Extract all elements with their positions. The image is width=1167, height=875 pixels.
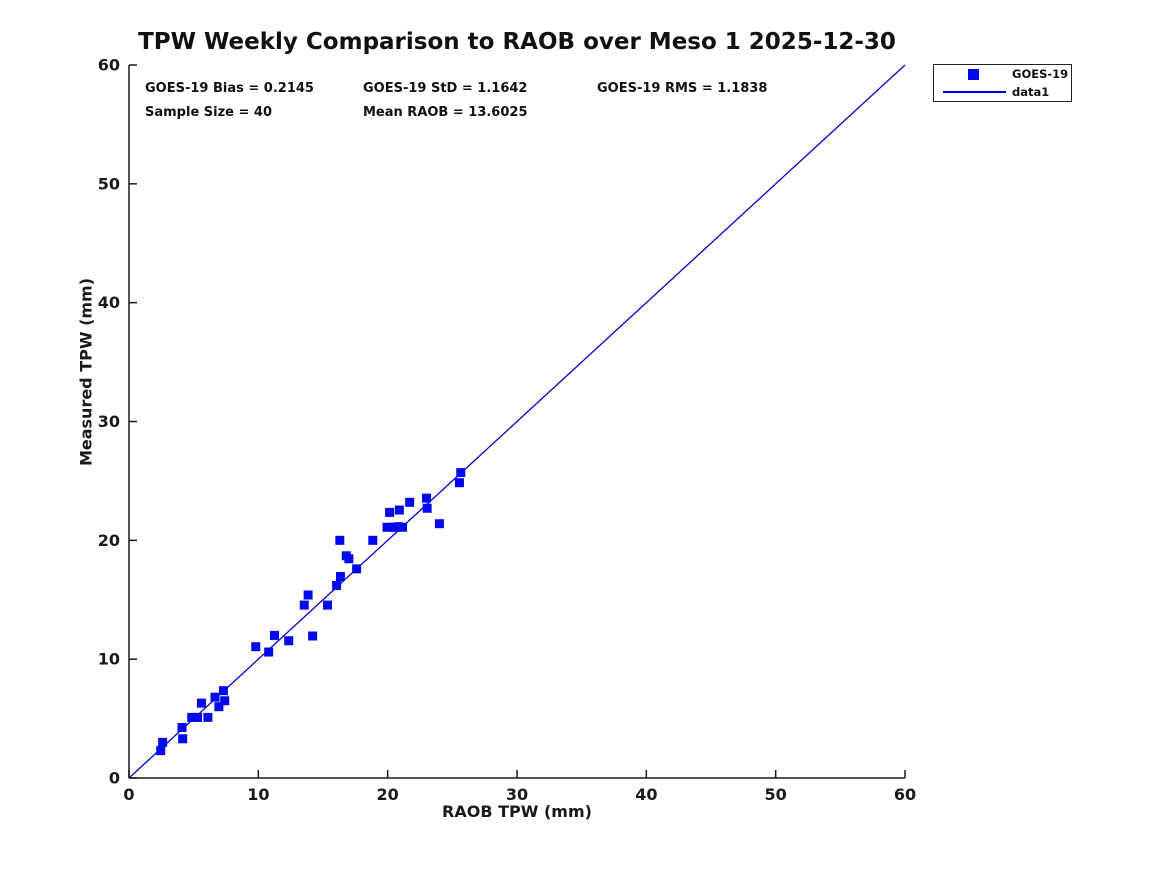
x-tick-label: 50 [765,785,787,804]
data-point [368,535,378,545]
data-point [284,636,294,646]
legend-entry-data1: data1 [934,83,1071,101]
data-point [421,493,431,503]
annotation-sample-size: Sample Size = 40 [145,105,273,120]
data-point [335,572,345,582]
legend: GOES-19 data1 [933,64,1072,102]
data-point [210,692,220,702]
data-point [193,712,203,722]
y-tick-label: 40 [98,293,120,312]
legend-swatch-area [934,68,1012,80]
y-tick-label: 20 [98,531,120,550]
data-point [196,698,206,708]
x-tick-label: 10 [247,785,269,804]
data-point [187,712,197,722]
legend-label-goes19: GOES-19 [1012,67,1069,81]
data-point [335,535,345,545]
chart-title: TPW Weekly Comparison to RAOB over Meso … [138,29,896,55]
data-point [308,631,318,641]
data-point [398,522,408,532]
data-point [158,737,168,747]
identity-line [128,64,906,779]
x-tick-label: 40 [635,785,657,804]
x-axis-label: RAOB TPW (mm) [442,802,592,821]
annotation-std: GOES-19 StD = 1.1642 [363,81,528,96]
data-point [394,505,404,515]
data-point [220,696,230,706]
data-point [156,746,166,756]
annotation-bias: GOES-19 Bias = 0.2145 [145,81,314,96]
data-point [456,468,466,478]
data-point [385,507,395,517]
data-point [454,478,464,488]
line-swatch-icon [943,91,1006,93]
data-point [332,580,342,590]
data-point [218,686,228,696]
data-point [299,600,309,610]
data-point [264,647,274,657]
x-tick-label: 60 [894,785,916,804]
annotation-rms: GOES-19 RMS = 1.1838 [597,81,768,96]
data-point [382,522,392,532]
data-point [214,702,224,712]
legend-swatch-area [934,91,1012,93]
data-point [203,712,213,722]
y-tick-label: 10 [98,650,120,669]
data-point [405,497,415,507]
data-point [303,590,313,600]
annotation-mean-raob: Mean RAOB = 13.6025 [363,105,528,120]
data-point [251,642,261,652]
legend-label-data1: data1 [1012,85,1050,99]
x-tick-label: 0 [123,785,134,804]
x-tick-label: 30 [506,785,528,804]
data-point [270,630,279,640]
data-point [323,600,333,610]
data-point [177,722,187,732]
legend-entry-goes19: GOES-19 [934,65,1071,83]
data-point [422,503,432,513]
data-point [344,554,354,564]
x-tick-label: 20 [377,785,399,804]
y-tick-label: 50 [98,174,120,193]
y-axis-label: Measured TPW (mm) [76,277,96,467]
square-marker-icon [967,68,979,80]
y-tick-label: 30 [98,412,120,431]
y-tick-label: 60 [98,56,120,75]
data-point [434,519,444,529]
data-point [178,734,188,744]
y-tick-label: 0 [109,769,120,788]
data-point [352,564,362,574]
